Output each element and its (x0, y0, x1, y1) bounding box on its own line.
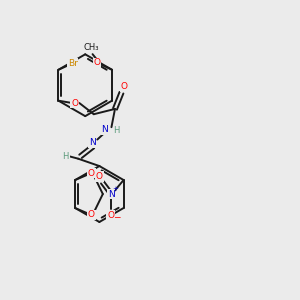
Text: O: O (96, 172, 103, 181)
Text: N: N (88, 138, 95, 147)
Text: O: O (121, 82, 128, 91)
Text: O: O (107, 211, 114, 220)
Text: N: N (102, 125, 108, 134)
Text: O: O (88, 210, 95, 219)
Text: N: N (108, 190, 115, 199)
Text: Br: Br (68, 59, 77, 68)
Text: O: O (71, 98, 78, 107)
Text: O: O (94, 58, 101, 68)
Text: −: − (113, 213, 120, 222)
Text: CH₃: CH₃ (84, 43, 99, 52)
Text: H: H (114, 126, 120, 135)
Text: O: O (88, 169, 95, 178)
Text: +: + (112, 186, 118, 192)
Text: H: H (63, 152, 69, 161)
